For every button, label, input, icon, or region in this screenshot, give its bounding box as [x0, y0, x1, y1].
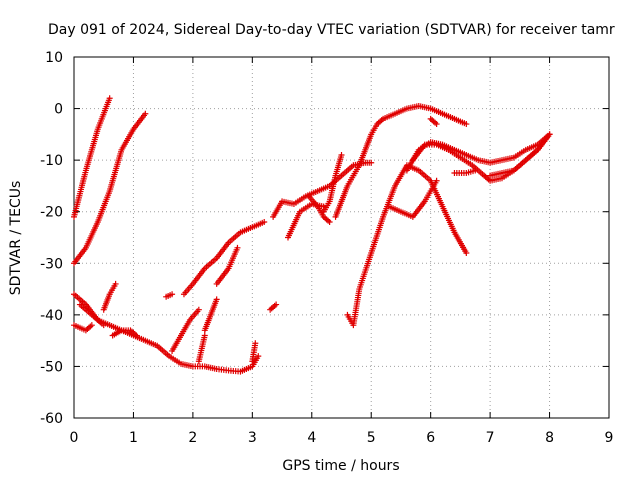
data-point [195, 306, 202, 313]
y-tick-label: -60 [40, 411, 63, 427]
data-point [463, 121, 470, 128]
data-point [255, 353, 262, 360]
x-tick-label: 8 [545, 430, 554, 446]
x-tick-label: 1 [129, 430, 138, 446]
x-axis-label: GPS time / hours [282, 458, 399, 474]
y-tick-label: -50 [40, 359, 63, 375]
x-tick-label: 4 [307, 430, 316, 446]
x-tick-label: 5 [367, 430, 376, 446]
y-tick-label: -30 [40, 256, 63, 272]
y-tick-label: -20 [40, 205, 63, 221]
data-point [106, 95, 113, 102]
y-axis-label: SDTVAR / TECUs [8, 181, 24, 296]
axes: 0 1 2 3 4 5 6 7 8 9 -60 -50 -40 -30 -20 -10 0 10 [40, 50, 613, 446]
y-tick-label: 0 [54, 102, 63, 118]
plot-frame [73, 56, 610, 419]
x-tick-label: 0 [70, 430, 79, 446]
data-point [169, 291, 176, 298]
chart-title: Day 091 of 2024, Sidereal Day-to-day VTE… [48, 22, 615, 38]
data-point [433, 177, 440, 184]
y-tick-label: -10 [40, 153, 63, 169]
data-point [100, 322, 107, 329]
y-tick-label: 10 [45, 50, 63, 66]
data-point [463, 249, 470, 256]
data-point [368, 159, 375, 166]
data-point [273, 301, 280, 308]
grid [74, 57, 609, 418]
data-point [133, 332, 140, 339]
data-point [112, 280, 119, 287]
x-tick-label: 7 [486, 430, 495, 446]
data-point [472, 167, 479, 174]
data-points [71, 95, 553, 375]
data-point [252, 340, 259, 347]
y-tick-label: -40 [40, 308, 63, 324]
data-point [88, 322, 95, 329]
data-point [433, 121, 440, 128]
data-point [546, 131, 553, 138]
data-point [201, 332, 208, 339]
x-tick-label: 3 [248, 430, 257, 446]
data-point [142, 110, 149, 117]
x-tick-label: 2 [188, 430, 197, 446]
data-point [213, 296, 220, 303]
x-tick-label: 6 [426, 430, 435, 446]
data-point [338, 151, 345, 158]
data-point [234, 244, 241, 251]
data-point [326, 219, 333, 226]
data-point [261, 219, 268, 226]
x-tick-label: 9 [605, 430, 614, 446]
